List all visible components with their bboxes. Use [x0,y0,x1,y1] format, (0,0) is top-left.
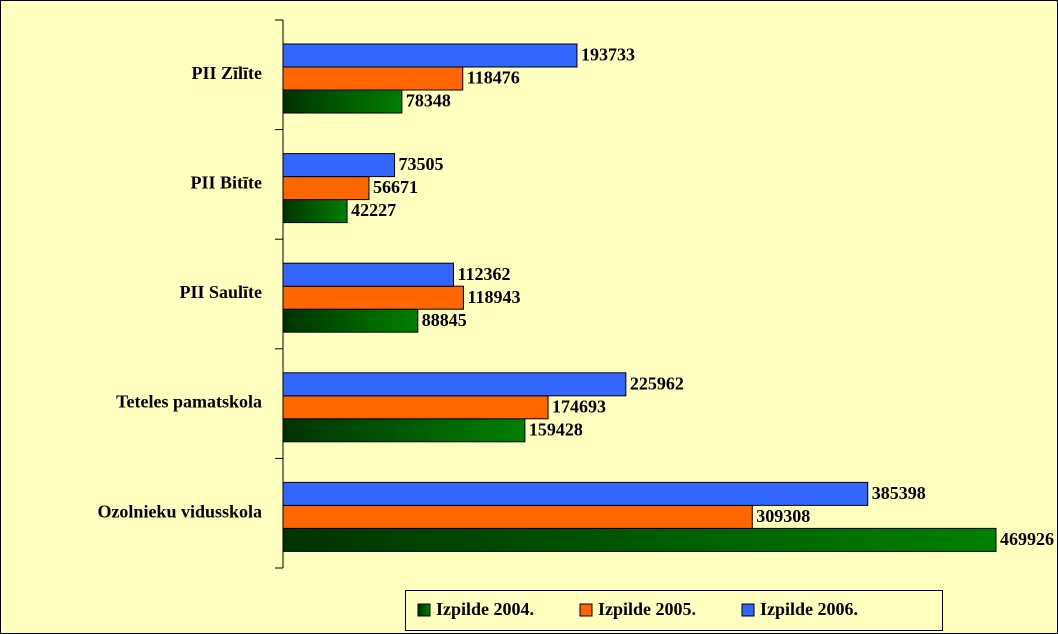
bar [282,418,526,443]
bar [282,176,370,201]
y-tick-label: Ozolnieku vidusskola [97,501,262,521]
data-label: 78348 [406,91,451,111]
data-label: 193733 [581,45,635,65]
y-tick-label: PII Bitīte [191,173,263,193]
data-label: 309308 [756,506,810,526]
bar [282,395,549,420]
legend-label: Izpilde 2005. [598,599,696,619]
legend-label: Izpilde 2006. [760,599,858,619]
data-label: 159428 [529,419,583,439]
data-label: 174693 [552,396,606,416]
bar [282,153,396,178]
data-label: 42227 [351,200,396,220]
legend-swatch [579,603,593,617]
bar [282,89,403,114]
bar [282,527,997,552]
bar [282,199,348,224]
legend [405,590,943,631]
data-label: 225962 [630,373,684,393]
bar [282,285,464,310]
legend-swatch [741,603,755,617]
data-label: 56671 [373,177,418,197]
y-tick-label: PII Zīlīte [192,63,263,83]
bar [282,504,753,529]
legend-swatch [417,603,431,617]
legend-label: Izpilde 2004. [436,599,534,619]
data-label: 469926 [1000,529,1054,549]
data-label: 88845 [422,310,467,330]
data-label: 118476 [467,68,520,88]
bar [282,66,464,91]
data-label: 385398 [872,483,926,503]
y-tick-label: PII Saulīte [179,282,262,302]
bar [282,262,454,287]
data-label: 73505 [399,154,444,174]
bar [282,43,578,68]
bar [282,372,627,397]
bar [282,308,419,333]
data-label: 112362 [457,264,510,284]
data-label: 118943 [467,287,520,307]
y-tick-label: Teteles pamatskola [116,392,262,412]
bar [282,481,869,506]
